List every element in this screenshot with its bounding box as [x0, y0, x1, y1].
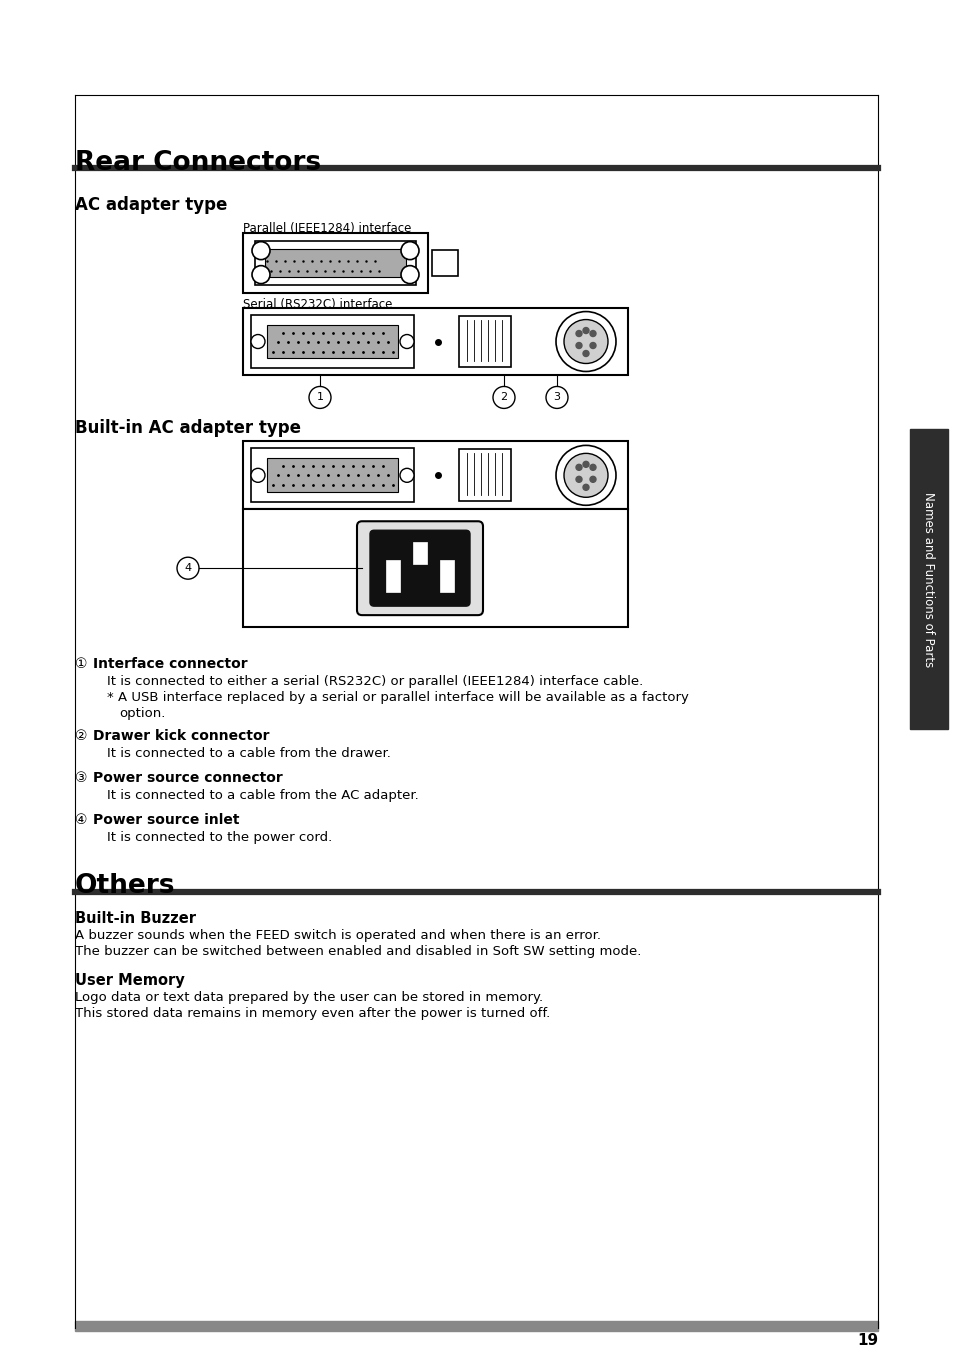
Text: 1: 1 — [316, 392, 323, 403]
Circle shape — [582, 350, 588, 357]
Text: Logo data or text data prepared by the user can be stored in memory.: Logo data or text data prepared by the u… — [75, 991, 542, 1003]
Text: It is connected to a cable from the AC adapter.: It is connected to a cable from the AC a… — [107, 788, 418, 802]
Text: 19: 19 — [856, 1333, 877, 1348]
Text: A buzzer sounds when the FEED switch is operated and when there is an error.: A buzzer sounds when the FEED switch is … — [75, 929, 600, 942]
Circle shape — [251, 334, 265, 349]
Circle shape — [177, 557, 199, 579]
Text: Drawer kick connector: Drawer kick connector — [92, 729, 269, 744]
Text: It is connected to a cable from the drawer.: It is connected to a cable from the draw… — [107, 746, 391, 760]
Bar — [458, 315, 511, 368]
Circle shape — [252, 265, 270, 284]
Text: This stored data remains in memory even after the power is turned off.: This stored data remains in memory even … — [75, 1007, 550, 1019]
Text: It is connected to either a serial (RS232C) or parallel (IEEE1284) interface cab: It is connected to either a serial (RS23… — [107, 675, 642, 688]
Bar — [243, 307, 627, 376]
Text: option.: option. — [119, 707, 165, 721]
Bar — [243, 233, 428, 292]
Circle shape — [556, 311, 616, 372]
Text: Rear Connectors: Rear Connectors — [75, 150, 321, 176]
Text: Built-in AC adapter type: Built-in AC adapter type — [75, 419, 301, 438]
Circle shape — [400, 242, 418, 260]
Circle shape — [589, 476, 596, 483]
Text: Interface connector: Interface connector — [92, 657, 248, 671]
Bar — [243, 510, 627, 627]
Text: Power source connector: Power source connector — [92, 771, 282, 786]
Text: ②: ② — [75, 729, 88, 744]
Bar — [413, 542, 427, 564]
Circle shape — [576, 342, 581, 349]
Bar — [267, 458, 397, 492]
Text: Names and Functions of Parts: Names and Functions of Parts — [922, 492, 935, 667]
Text: Power source inlet: Power source inlet — [92, 813, 239, 827]
Circle shape — [399, 334, 414, 349]
Circle shape — [309, 387, 331, 408]
Text: User Memory: User Memory — [75, 972, 185, 987]
FancyBboxPatch shape — [356, 522, 482, 615]
Circle shape — [576, 476, 581, 483]
Text: ③: ③ — [75, 771, 88, 786]
Circle shape — [589, 330, 596, 337]
Text: AC adapter type: AC adapter type — [75, 196, 227, 214]
Circle shape — [582, 484, 588, 491]
Circle shape — [563, 453, 607, 498]
Text: Parallel (IEEE1284) interface: Parallel (IEEE1284) interface — [243, 222, 411, 235]
Text: Serial (RS232C) interface: Serial (RS232C) interface — [243, 297, 392, 311]
Text: * A USB interface replaced by a serial or parallel interface will be available a: * A USB interface replaced by a serial o… — [107, 691, 688, 704]
Bar — [439, 560, 454, 592]
Text: ①: ① — [75, 657, 88, 671]
Bar — [251, 449, 414, 503]
Circle shape — [582, 461, 588, 468]
Bar — [458, 449, 511, 502]
Text: 4: 4 — [184, 564, 192, 573]
Bar — [251, 315, 414, 369]
Circle shape — [399, 468, 414, 483]
Text: ④: ④ — [75, 813, 88, 827]
Bar — [386, 560, 399, 592]
Circle shape — [589, 464, 596, 470]
Circle shape — [589, 342, 596, 349]
Circle shape — [582, 327, 588, 334]
Circle shape — [252, 242, 270, 260]
FancyBboxPatch shape — [370, 530, 470, 606]
Circle shape — [400, 265, 418, 284]
Bar — [265, 249, 406, 277]
Text: The buzzer can be switched between enabled and disabled in Soft SW setting mode.: The buzzer can be switched between enabl… — [75, 945, 640, 957]
Circle shape — [251, 468, 265, 483]
Circle shape — [563, 319, 607, 364]
Bar — [909, 430, 947, 729]
Bar — [267, 324, 397, 358]
Bar — [243, 441, 627, 510]
Circle shape — [493, 387, 515, 408]
Circle shape — [556, 445, 616, 506]
Text: 2: 2 — [500, 392, 507, 403]
Circle shape — [576, 464, 581, 470]
Text: Built-in Buzzer: Built-in Buzzer — [75, 911, 195, 926]
Text: Others: Others — [75, 873, 175, 899]
Circle shape — [545, 387, 567, 408]
Bar — [432, 250, 457, 276]
Bar — [254, 241, 416, 285]
Text: 3: 3 — [553, 392, 560, 403]
Text: It is connected to the power cord.: It is connected to the power cord. — [107, 831, 332, 844]
Bar — [75, 1321, 877, 1332]
Circle shape — [576, 330, 581, 337]
